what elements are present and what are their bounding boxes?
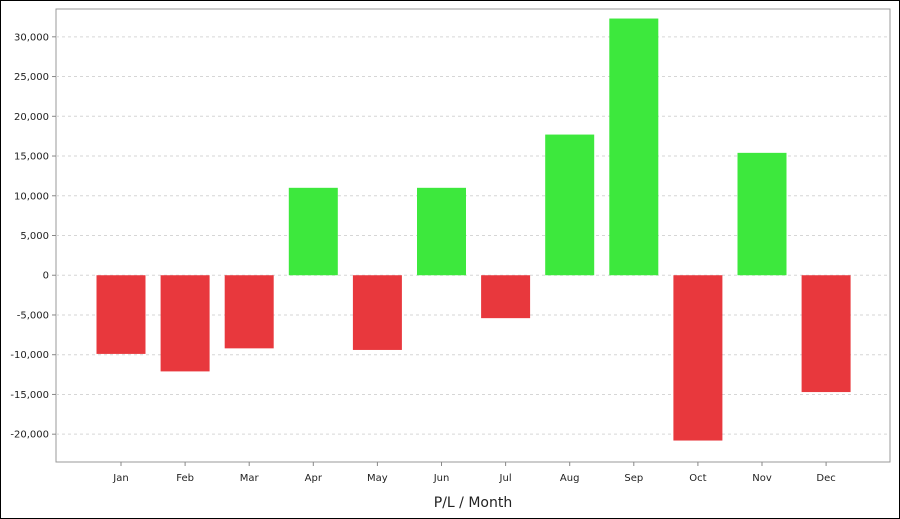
y-tick-label: 10,000 (14, 191, 49, 202)
y-tick-label: -10,000 (10, 350, 49, 361)
y-tick-label: 15,000 (14, 152, 49, 163)
y-tick-label: 0 (43, 271, 49, 282)
x-tick-label: May (367, 473, 388, 484)
y-tick-label: -15,000 (10, 390, 49, 401)
y-tick-label: 25,000 (14, 72, 49, 83)
x-axis-ticks: Jan Feb Mar Apr May Jun Jul Aug Sep Oct Nov Dec (112, 462, 836, 484)
y-tick-label: -20,000 (10, 430, 49, 441)
x-tick-label: Oct (689, 473, 706, 484)
y-tick-label: -5,000 (17, 310, 49, 321)
bar-oct (673, 275, 723, 441)
bar-feb (160, 275, 210, 372)
x-tick-label: Nov (752, 473, 772, 484)
x-tick-label: Aug (560, 473, 580, 484)
bar-mar (224, 275, 274, 349)
x-tick-label: Jul (499, 473, 512, 484)
x-tick-label: Apr (305, 473, 323, 484)
x-tick-label: Dec (816, 473, 835, 484)
bar-nov (737, 152, 787, 276)
bar-dec (801, 275, 851, 393)
y-axis-ticks: -20,000 -15,000 -10,000 -5,000 0 5,000 10,000 1… (10, 32, 56, 441)
bars (96, 18, 851, 441)
bar-aug (545, 134, 595, 276)
x-axis-title: P/L / Month (434, 495, 512, 511)
bar-jan (96, 275, 146, 354)
x-tick-label: Mar (240, 473, 260, 484)
bar-apr (288, 187, 338, 276)
bar-jun (417, 187, 466, 276)
y-tick-label: 30,000 (14, 32, 49, 43)
bar-jul (481, 275, 531, 319)
x-tick-label: Jan (112, 473, 128, 484)
bar-sep (609, 18, 659, 276)
gridlines (56, 36, 890, 435)
bar-may (352, 275, 402, 350)
y-tick-label: 20,000 (14, 112, 49, 123)
x-tick-label: Jun (433, 473, 450, 484)
y-tick-label: 5,000 (20, 231, 49, 242)
x-tick-label: Feb (176, 473, 194, 484)
x-tick-label: Sep (624, 473, 643, 484)
